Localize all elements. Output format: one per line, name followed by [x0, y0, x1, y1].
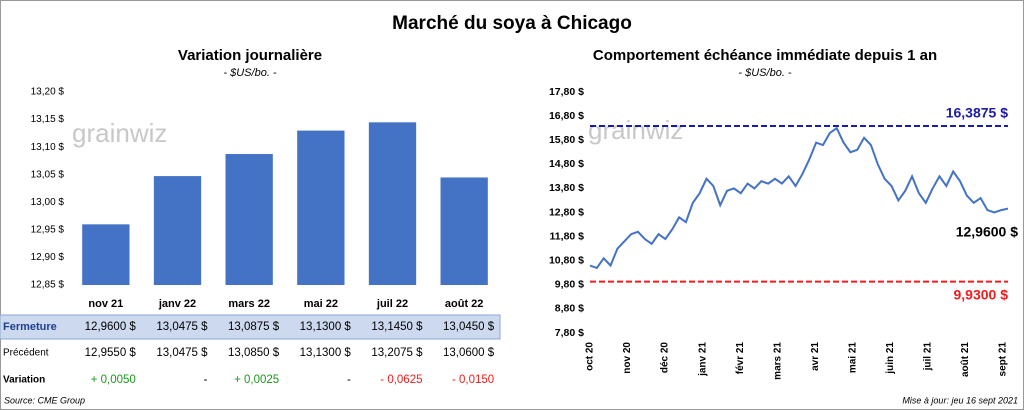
y-tick-label: 7,80 $	[555, 327, 584, 339]
page-title: Marché du soya à Chicago	[392, 13, 632, 34]
y-tick-label: 12,95 $	[31, 224, 65, 235]
x-tick-label: avr 21	[810, 342, 821, 371]
watermark: grainwiz	[588, 115, 683, 145]
x-tick-label: juin 21	[885, 342, 896, 375]
y-tick-label: 13,10 $	[31, 142, 65, 153]
table-cell: - 0,0625	[380, 374, 422, 386]
value-label: 13,0450 $	[443, 321, 495, 333]
table-cell: 13,0475 $	[156, 347, 208, 359]
row-bg	[0, 314, 501, 340]
chart-subtitle: - $US/bo. -	[223, 67, 277, 79]
x-tick-label: mai 22	[304, 298, 338, 310]
y-tick-label: 12,85 $	[31, 280, 65, 291]
x-tick-label: mai 21	[847, 342, 858, 374]
y-tick-label: 8,80 $	[555, 303, 584, 315]
row-label: Variation	[3, 375, 45, 386]
y-tick-label: 12,80 $	[549, 206, 584, 218]
y-tick-label: 13,15 $	[31, 114, 65, 125]
x-tick-label: juil 22	[376, 298, 408, 310]
table-cell: -	[347, 374, 351, 386]
source: Source: CME Group	[4, 395, 85, 405]
table-cell: -	[204, 374, 208, 386]
line	[589, 126, 1009, 270]
reference-label: 16,3875 $	[946, 105, 1008, 121]
value-label: 13,0475 $	[156, 321, 208, 333]
bar	[153, 176, 202, 285]
y-tick-label: 14,80 $	[549, 158, 584, 170]
x-tick-label: août 22	[445, 298, 484, 310]
bar	[82, 224, 130, 285]
table-cell: + 0,0050	[91, 374, 136, 386]
value-label: 13,1300 $	[300, 321, 352, 333]
bar	[225, 154, 273, 285]
bar	[368, 122, 417, 285]
y-tick-label: 13,80 $	[549, 182, 584, 194]
table-cell: + 0,0025	[234, 374, 279, 386]
table-cell: 13,0600 $	[443, 347, 495, 359]
x-tick-label: août 21	[960, 342, 971, 377]
y-tick-label: 12,90 $	[31, 252, 65, 263]
y-tick-label: 10,80 $	[549, 254, 584, 266]
table-cell: 13,1300 $	[300, 347, 352, 359]
x-tick-label: oct 20	[585, 342, 596, 371]
y-tick-label: 15,80 $	[549, 134, 584, 146]
value-label: 13,1450 $	[371, 321, 423, 333]
x-tick-label: janv 22	[158, 298, 196, 310]
reference-label: 9,9300 $	[954, 286, 1009, 302]
updated: Mise à jour: jeu 16 sept 2021	[902, 395, 1018, 405]
table-cell: - 0,0150	[452, 374, 494, 386]
y-tick-label: 11,80 $	[550, 230, 585, 242]
row-label: Fermeture	[3, 321, 57, 333]
bar	[440, 177, 488, 285]
table-cell: 13,0850 $	[228, 347, 280, 359]
chart-title: Comportement échéance immédiate depuis 1…	[593, 47, 937, 64]
value-label: 12,9600 $	[85, 321, 137, 333]
y-tick-label: 13,00 $	[31, 197, 65, 208]
row-label: Précédent	[3, 348, 49, 359]
chart-title: Variation journalière	[178, 47, 322, 64]
last-label: 12,9600 $	[956, 223, 1018, 239]
y-tick-label: 9,80 $	[555, 279, 584, 291]
table-cell: 13,2075 $	[371, 347, 423, 359]
x-tick-label: juil 21	[923, 342, 934, 372]
x-tick-label: nov 20	[622, 342, 633, 374]
x-tick-label: déc 20	[660, 342, 671, 374]
x-tick-label: sept 21	[998, 342, 1009, 377]
x-tick-label: nov 21	[88, 298, 123, 310]
x-tick-label: mars 22	[228, 298, 270, 310]
x-tick-label: janv 21	[697, 342, 708, 377]
y-tick-label: 13,20 $	[31, 87, 65, 98]
x-tick-label: févr 21	[735, 342, 746, 375]
y-tick-label: 13,05 $	[31, 169, 65, 180]
y-tick-label: 16,80 $	[549, 110, 584, 122]
chart-subtitle: - $US/bo. -	[738, 67, 792, 79]
watermark: grainwiz	[72, 118, 167, 148]
x-tick-label: mars 21	[772, 342, 783, 380]
table-cell: 12,9550 $	[85, 347, 137, 359]
bar	[297, 130, 345, 285]
value-label: 13,0875 $	[228, 321, 280, 333]
y-tick-label: 17,80 $	[549, 86, 584, 98]
